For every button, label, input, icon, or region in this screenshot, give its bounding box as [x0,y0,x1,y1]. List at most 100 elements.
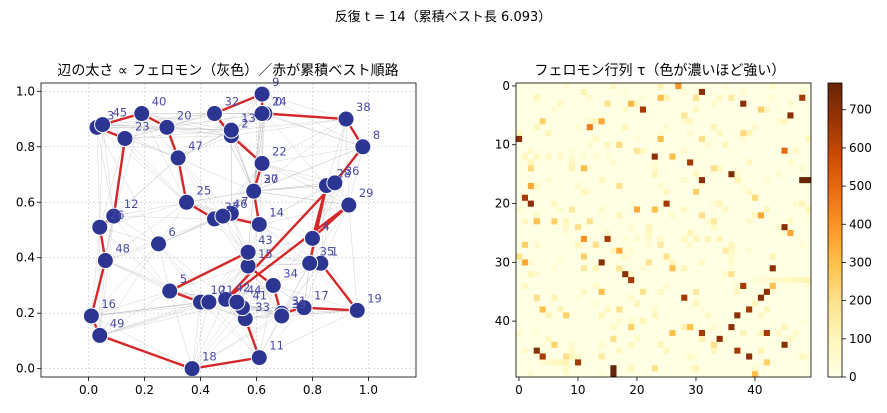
colorbar-tick-label: 200 [849,294,872,308]
heatmap-cell [746,247,753,254]
city-label: 7 [241,194,248,208]
city-label: 45 [113,106,128,120]
heatmap-cell [539,359,546,366]
heatmap-cell [533,218,540,225]
heatmap-cell [752,371,759,378]
pheromone-edge [169,265,249,292]
pheromone-edge [208,265,249,303]
heatmap-cell [557,259,564,266]
heatmap-cell [651,171,658,178]
pheromone-edge [214,113,254,192]
x-tick-label: 0.0 [79,383,98,397]
heatmap-cell [681,206,688,213]
city-label: 49 [110,316,125,330]
heatmap-cell [539,118,546,125]
heatmap-cell [516,135,523,142]
heatmap-cell [580,153,587,160]
pheromone-edge [141,113,232,136]
city-label: 11 [269,339,284,353]
heatmap-frame [515,82,812,378]
heatmap-cell [521,259,528,266]
heatmap-cell [799,318,806,325]
heatmap-cell [698,259,705,266]
heatmap-y-tick-label: 40 [495,314,510,328]
pheromone-edge [113,215,170,292]
heatmap-cell [516,130,523,137]
heatmap-cell [610,235,617,242]
colorbar-tick-label: 400 [849,217,872,231]
city-label: 29 [359,186,374,200]
city-node [264,276,282,294]
heatmap-cell [669,153,676,160]
heatmap-cell [734,282,741,289]
x-tick-label: 0.4 [191,383,210,397]
heatmap-x-tick-label: 20 [629,383,644,397]
heatmap-cell [775,171,782,178]
city-node [222,121,240,139]
heatmap-cell [805,277,812,284]
heatmap-cell [557,100,564,107]
pheromone-edge [261,93,363,148]
heatmap-cell [657,235,664,242]
heatmap-cell [533,212,540,219]
heatmap-cell [533,153,540,160]
heatmap-cell [687,230,694,237]
heatmap-cell [563,230,570,237]
heatmap-cell [769,83,776,90]
city-node [105,207,123,225]
heatmap-cell [622,106,629,113]
colorbar-tick-label: 600 [849,141,872,155]
heatmap-cell [793,277,800,284]
heatmap-cell [781,230,788,237]
city-label: 38 [356,100,371,114]
heatmap-cell [669,212,676,219]
heatmap-cell [757,106,764,113]
heatmap-cell [740,182,747,190]
heatmap-cell [663,94,670,101]
pheromone-edge [309,263,358,311]
tour-plot: 辺の太さ ∝ フェロモン（灰色）／赤が累積ベスト順路 0123456789101… [16,62,417,397]
heatmap-cell [710,224,717,231]
pheromone-edge [191,299,226,369]
heatmap-cell [645,235,652,242]
heatmap-cell [687,130,694,137]
heatmap-cell [681,324,688,331]
heatmap-cell [746,188,753,195]
pheromone-edge [261,163,349,206]
city-label: 6 [169,225,176,239]
heatmap-cell [740,282,747,289]
pheromone-edge [261,118,347,164]
pheromone-edge [178,157,254,192]
colorbar: 0 100 200 300 400 500 600 700 [827,82,872,384]
heatmap-cell [799,241,806,248]
city-node [354,138,372,156]
pheromone-edge [178,113,263,159]
pheromone-edge [113,113,142,217]
heatmap-cell [539,306,546,313]
heatmap-cell [740,100,747,107]
heatmap-y-tick-label: 0 [502,79,510,93]
city-label: 10 [211,283,226,297]
heatmap-cell [805,206,812,213]
heatmap-cell [586,218,593,225]
heatmap-cell [716,130,723,137]
city-node [337,110,355,128]
pheromone-edge [262,163,327,186]
heatmap-cell [710,347,717,354]
pheromone-edge [259,185,327,225]
heatmap-cell [575,359,582,366]
heatmap-cell [516,329,523,337]
heatmap-cell [651,206,658,213]
city-node [326,174,344,192]
heatmap-cell [722,141,729,148]
heatmap-cell [781,147,788,154]
heatmap-cell [663,282,670,289]
heatmap-cell [722,335,729,342]
heatmap-cell [634,235,641,242]
pheromone-edge [231,118,347,131]
heatmap-cell [728,259,735,266]
colorbar-tick-label: 300 [849,255,872,269]
city-label: 8 [373,128,380,142]
heatmap-cell [710,124,717,131]
heatmap-cell [533,329,540,337]
